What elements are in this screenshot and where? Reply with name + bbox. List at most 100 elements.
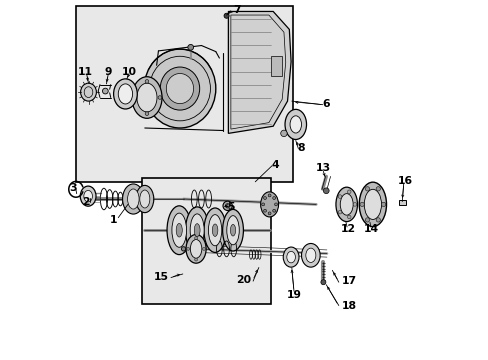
Ellipse shape — [289, 116, 301, 133]
Circle shape — [280, 130, 286, 136]
Ellipse shape — [144, 49, 215, 128]
Ellipse shape — [230, 224, 235, 236]
Circle shape — [102, 88, 108, 94]
Text: 1: 1 — [110, 215, 117, 225]
Circle shape — [224, 13, 228, 18]
Circle shape — [261, 203, 264, 206]
Circle shape — [338, 210, 341, 214]
Ellipse shape — [160, 67, 199, 110]
Ellipse shape — [305, 248, 315, 262]
Ellipse shape — [364, 189, 381, 220]
Bar — [270, 56, 281, 76]
Circle shape — [272, 209, 275, 212]
Text: 20: 20 — [235, 275, 250, 285]
Text: 15: 15 — [153, 272, 168, 282]
Circle shape — [323, 188, 328, 194]
Circle shape — [274, 203, 277, 206]
Text: 6: 6 — [322, 99, 329, 109]
Ellipse shape — [340, 194, 352, 215]
Text: 14: 14 — [364, 225, 379, 234]
Bar — [142, 178, 271, 304]
Circle shape — [359, 202, 364, 207]
Ellipse shape — [172, 213, 186, 247]
Text: 11: 11 — [77, 67, 92, 77]
Ellipse shape — [132, 77, 162, 118]
Circle shape — [347, 190, 350, 194]
Circle shape — [158, 96, 162, 99]
Circle shape — [272, 197, 275, 199]
Ellipse shape — [223, 201, 232, 211]
Text: 16: 16 — [398, 176, 412, 186]
Ellipse shape — [286, 251, 295, 263]
Ellipse shape — [140, 190, 149, 208]
Text: 3: 3 — [69, 183, 77, 193]
Circle shape — [267, 194, 270, 197]
Ellipse shape — [167, 206, 191, 255]
Text: 9: 9 — [104, 67, 112, 77]
Ellipse shape — [212, 224, 218, 237]
Circle shape — [263, 209, 266, 212]
Ellipse shape — [283, 247, 298, 267]
Text: 12: 12 — [340, 225, 355, 234]
Ellipse shape — [222, 210, 243, 251]
Polygon shape — [228, 12, 290, 134]
Circle shape — [194, 237, 197, 239]
Text: 8: 8 — [297, 143, 305, 153]
Text: 5: 5 — [226, 202, 234, 212]
Circle shape — [375, 218, 380, 222]
Circle shape — [338, 195, 341, 198]
Circle shape — [267, 212, 270, 215]
Circle shape — [263, 197, 266, 199]
Ellipse shape — [194, 224, 200, 237]
Ellipse shape — [80, 186, 96, 206]
Ellipse shape — [190, 239, 202, 258]
Ellipse shape — [359, 182, 386, 226]
Ellipse shape — [301, 243, 320, 267]
Text: 10: 10 — [122, 67, 137, 77]
Circle shape — [187, 44, 193, 50]
Ellipse shape — [83, 190, 92, 202]
Bar — [76, 6, 292, 182]
Ellipse shape — [176, 223, 182, 237]
Ellipse shape — [118, 84, 132, 104]
Ellipse shape — [81, 83, 96, 101]
Circle shape — [381, 202, 385, 207]
Circle shape — [181, 247, 185, 251]
Ellipse shape — [203, 208, 226, 252]
Ellipse shape — [226, 216, 239, 245]
Circle shape — [145, 112, 148, 116]
Circle shape — [320, 280, 325, 285]
Circle shape — [347, 215, 350, 219]
Circle shape — [365, 218, 369, 222]
Ellipse shape — [185, 234, 206, 263]
Ellipse shape — [113, 79, 137, 109]
Circle shape — [145, 80, 148, 83]
Text: 4: 4 — [271, 160, 278, 170]
Circle shape — [132, 96, 136, 99]
Ellipse shape — [166, 73, 193, 104]
Text: 18: 18 — [341, 301, 356, 311]
Ellipse shape — [225, 204, 229, 208]
Ellipse shape — [260, 192, 278, 217]
Bar — [399, 200, 405, 205]
Circle shape — [186, 247, 189, 250]
Text: 17: 17 — [341, 276, 356, 286]
Ellipse shape — [127, 189, 139, 209]
Text: 13: 13 — [315, 163, 330, 173]
Text: 7: 7 — [232, 5, 240, 15]
Ellipse shape — [190, 214, 203, 247]
Circle shape — [194, 258, 197, 261]
Text: 2: 2 — [82, 197, 90, 207]
Circle shape — [365, 187, 369, 191]
Ellipse shape — [285, 109, 306, 139]
Ellipse shape — [185, 207, 208, 253]
Ellipse shape — [122, 184, 144, 214]
Ellipse shape — [208, 215, 222, 246]
Ellipse shape — [137, 83, 157, 112]
Ellipse shape — [335, 187, 357, 222]
Ellipse shape — [136, 185, 153, 213]
Circle shape — [202, 247, 205, 250]
Circle shape — [352, 203, 356, 206]
Text: 19: 19 — [286, 290, 301, 300]
Circle shape — [375, 187, 380, 191]
